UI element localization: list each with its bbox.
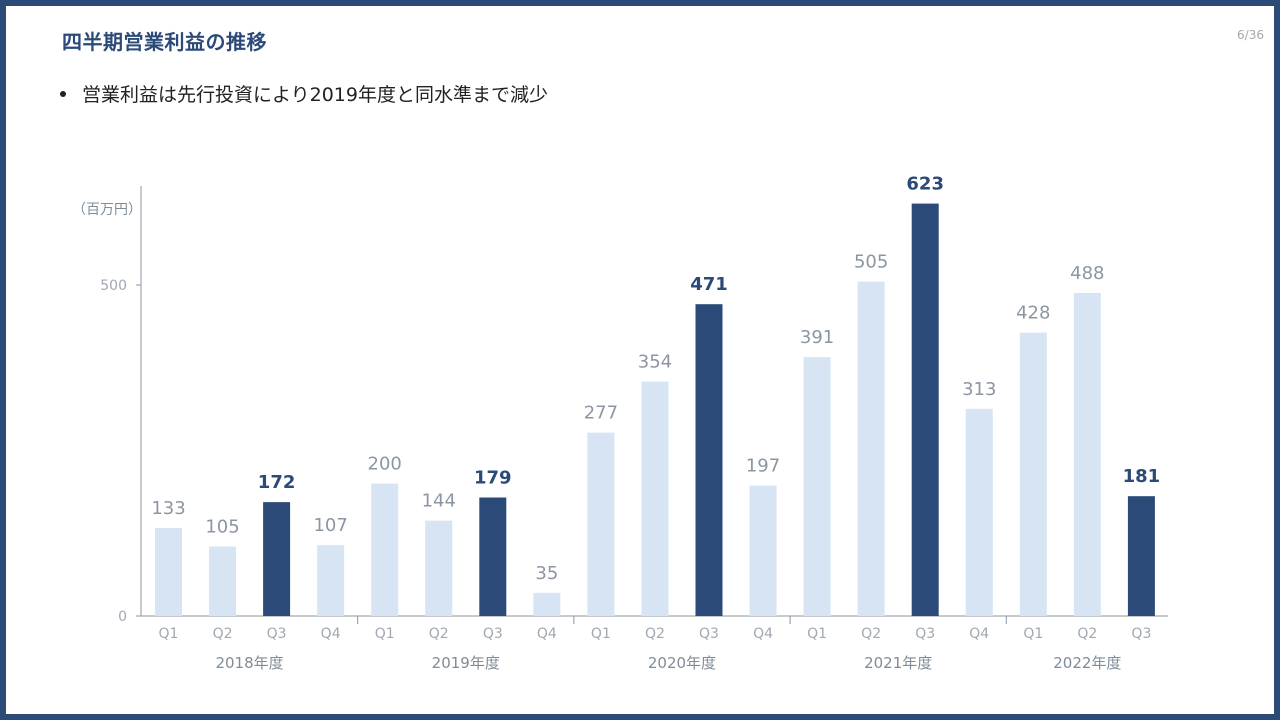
y-tick-label: 0	[118, 609, 127, 625]
data-label: 488	[1070, 263, 1104, 284]
year-group-label: 2021年度	[864, 654, 932, 672]
page-number: 6/36	[1237, 28, 1264, 42]
bullet-item: 営業利益は先行投資により2019年度と同水準まで減少	[60, 80, 548, 107]
data-label: 172	[258, 472, 296, 493]
bar	[317, 545, 345, 616]
x-tick-label: Q3	[483, 626, 503, 642]
bar	[263, 502, 291, 616]
bar	[533, 592, 561, 616]
x-tick-label: Q1	[1023, 626, 1043, 642]
bar	[155, 527, 182, 616]
data-label: 354	[638, 352, 672, 373]
x-tick-label: Q2	[429, 626, 449, 642]
data-label: 144	[422, 491, 456, 512]
data-label: 181	[1123, 466, 1161, 487]
bar	[641, 381, 669, 616]
bar	[587, 432, 615, 616]
x-tick-label: Q4	[753, 626, 773, 642]
year-group-label: 2018年度	[215, 654, 283, 672]
year-group-label: 2022年度	[1053, 654, 1121, 672]
x-tick-label: Q1	[591, 626, 611, 642]
bar	[803, 357, 831, 616]
data-label: 277	[584, 403, 618, 424]
bar	[425, 520, 453, 616]
bar	[479, 497, 507, 616]
data-label: 35	[535, 563, 558, 584]
x-tick-label: Q3	[267, 626, 287, 642]
x-tick-label: Q1	[375, 626, 395, 642]
bar	[1127, 496, 1155, 616]
x-tick-label: Q4	[321, 626, 341, 642]
data-label: 200	[368, 454, 402, 475]
bar	[965, 408, 993, 616]
data-label: 505	[854, 252, 888, 273]
data-label: 179	[474, 468, 512, 489]
data-label: 197	[746, 456, 780, 477]
x-tick-label: Q2	[645, 626, 665, 642]
data-label: 428	[1016, 303, 1050, 324]
y-tick-label: 500	[100, 278, 127, 294]
x-tick-label: Q1	[159, 626, 179, 642]
data-label: 391	[800, 327, 834, 348]
x-tick-label: Q2	[861, 626, 881, 642]
year-group-label: 2019年度	[432, 654, 500, 672]
bullet-dot-icon	[60, 90, 66, 97]
x-tick-label: Q2	[213, 626, 233, 642]
x-tick-label: Q4	[537, 626, 557, 642]
year-group-label: 2020年度	[648, 654, 716, 672]
bar	[1073, 292, 1101, 616]
bar	[857, 281, 885, 616]
x-tick-label: Q3	[699, 626, 719, 642]
bar	[695, 304, 723, 616]
data-label: 471	[690, 274, 728, 295]
x-tick-label: Q3	[1131, 626, 1151, 642]
data-label: 105	[205, 516, 239, 537]
data-label: 623	[906, 174, 944, 195]
y-axis-unit-label: （百万円）	[72, 202, 142, 218]
slide-title: 四半期営業利益の推移	[62, 30, 267, 54]
bar	[911, 203, 939, 616]
bar	[371, 483, 399, 616]
x-tick-label: Q3	[915, 626, 935, 642]
bullet-text: 営業利益は先行投資により2019年度と同水準まで減少	[82, 84, 548, 106]
data-label: 133	[151, 498, 185, 519]
x-tick-label: Q2	[1077, 626, 1097, 642]
x-tick-label: Q4	[969, 626, 989, 642]
data-label: 107	[313, 515, 347, 536]
bar	[1019, 332, 1047, 616]
bar	[749, 485, 777, 616]
bar	[209, 546, 237, 616]
operating-profit-bar-chart: 0 500 133 Q1 105 Q2 172 Q3 107 Q4 200 Q1 144 Q2 179 Q3 3…	[100, 174, 1168, 672]
x-tick-label: Q1	[807, 626, 827, 642]
data-label: 313	[962, 379, 996, 400]
